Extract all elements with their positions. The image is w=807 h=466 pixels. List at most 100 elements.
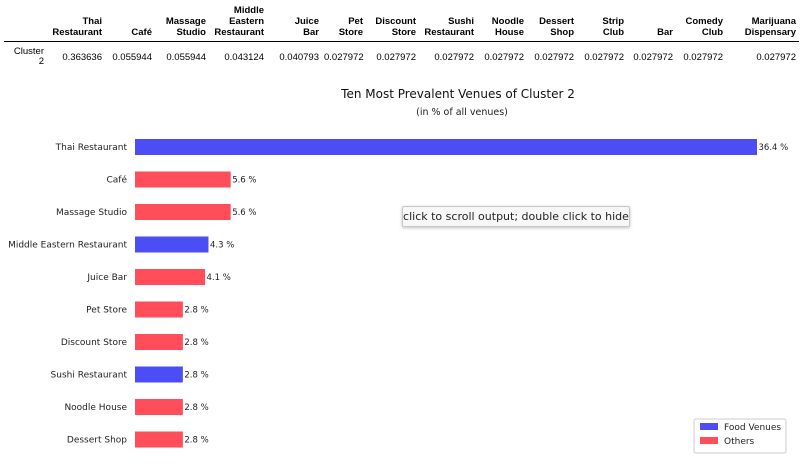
legend-swatch <box>700 423 718 430</box>
column-header-line: Restaurant <box>424 27 474 38</box>
bar-chart: Ten Most Prevalent Venues of Cluster 2 (… <box>0 80 807 466</box>
column-header: Massage Studio <box>155 0 209 42</box>
legend-swatch <box>700 437 718 444</box>
table-cell: 0.055944 <box>105 42 155 73</box>
y-tick-label: Dessert Shop <box>67 436 127 446</box>
table-header-row: Thai Restaurant Café Massage Studio Middle Eas… <box>4 0 799 42</box>
column-header-line: Store <box>339 27 363 38</box>
y-tick-label: Juice Bar <box>86 273 127 283</box>
column-header: Middle Eastern Restaurant <box>209 0 267 42</box>
column-header: Dessert Shop <box>527 0 577 42</box>
legend-label: Food Venues <box>724 423 781 433</box>
chart-title: Ten Most Prevalent Venues of Cluster 2 <box>340 87 575 101</box>
column-header-line: Club <box>702 27 723 38</box>
column-header-line: Eastern <box>229 16 264 27</box>
column-header-line: Store <box>392 27 416 38</box>
column-header: Comedy Club <box>676 0 726 42</box>
column-header: Marijuana Dispensary <box>726 0 799 42</box>
data-label: 2.8 % <box>184 338 208 348</box>
bar <box>135 269 205 285</box>
table-corner <box>4 0 47 42</box>
bar <box>135 139 757 155</box>
table-cell: 0.027972 <box>676 42 726 73</box>
bar <box>135 172 231 188</box>
table-cell: 0.027972 <box>419 42 477 73</box>
data-label: 4.3 % <box>210 241 234 251</box>
column-header: Noodle House <box>477 0 527 42</box>
column-header-line: Strip <box>602 16 624 27</box>
column-header: Bar <box>627 0 676 42</box>
column-header: Strip Club <box>577 0 627 42</box>
y-tick-label: Thai Restaurant <box>55 143 128 153</box>
y-tick-label: Middle Eastern Restaurant <box>8 241 127 251</box>
column-header-line: Thai <box>82 16 102 27</box>
column-header-line: Sushi <box>448 16 474 27</box>
data-label: 2.8 % <box>184 371 208 381</box>
table-cell: 0.027972 <box>627 42 676 73</box>
column-header-line: Studio <box>176 27 206 38</box>
legend-label: Others <box>724 437 755 447</box>
column-header-line: Dispensary <box>745 27 796 38</box>
column-header-line: Massage <box>166 16 206 27</box>
column-header-line: Comedy <box>686 16 723 27</box>
column-header: Pet Store <box>322 0 366 42</box>
column-header-line: Pet <box>348 16 363 27</box>
column-header-line: Shop <box>550 27 574 38</box>
column-header-line: Café <box>131 27 152 38</box>
column-header: Discount Store <box>366 0 419 42</box>
column-header-line: Bar <box>657 27 673 38</box>
bar <box>135 399 183 415</box>
column-header-line: Noodle <box>492 16 524 27</box>
table-cell: 0.027972 <box>322 42 366 73</box>
table-cell: 0.040793 <box>267 42 322 73</box>
y-tick-label: Noodle House <box>64 403 127 413</box>
data-label: 5.6 % <box>232 208 256 218</box>
table-cell: 0.027972 <box>366 42 419 73</box>
column-header-line: Juice <box>295 16 319 27</box>
column-header-line: Discount <box>375 16 416 27</box>
column-header-line: Bar <box>303 27 319 38</box>
bar-group: Thai Restaurant 36.4 % Café 5.6 % Massage St… <box>8 139 788 448</box>
table-cell: 0.363636 <box>47 42 105 73</box>
row-label-cluster-2: Cluster 2 <box>4 42 47 73</box>
y-tick-label: Café <box>106 175 127 186</box>
bar <box>135 334 183 350</box>
data-label: 2.8 % <box>184 306 208 316</box>
row-label-line: 2 <box>39 56 44 67</box>
table-cell: 0.027972 <box>726 42 799 73</box>
column-header-line: Club <box>603 27 624 38</box>
data-label: 36.4 % <box>759 143 789 153</box>
bar <box>135 432 183 448</box>
data-label: 4.1 % <box>207 273 231 283</box>
chart-legend: Food Venues Others <box>694 419 786 453</box>
table-row: Cluster 2 0.363636 0.055944 0.055944 0.0431… <box>4 42 799 73</box>
y-tick-label: Discount Store <box>61 338 128 348</box>
y-tick-label: Massage Studio <box>56 208 127 218</box>
column-header-line: House <box>495 27 524 38</box>
column-header-line: Restaurant <box>52 27 102 38</box>
table-cell: 0.027972 <box>577 42 627 73</box>
bar <box>135 204 231 220</box>
data-label: 2.8 % <box>184 436 208 446</box>
bar <box>135 302 183 318</box>
venue-frequency-table: Thai Restaurant Café Massage Studio Middle Eas… <box>4 0 799 72</box>
column-header-line: Marijuana <box>752 16 796 27</box>
scroll-output-tooltip[interactable]: click to scroll output; double click to … <box>402 206 630 227</box>
column-header-line: Dessert <box>539 16 574 27</box>
column-header: Café <box>105 0 155 42</box>
bar <box>135 367 183 383</box>
table-cell: 0.027972 <box>477 42 527 73</box>
data-label: 5.6 % <box>232 176 256 186</box>
data-label: 2.8 % <box>184 403 208 413</box>
column-header: Sushi Restaurant <box>419 0 477 42</box>
y-tick-label: Pet Store <box>86 306 127 316</box>
table-cell: 0.055944 <box>155 42 209 73</box>
y-tick-label: Sushi Restaurant <box>51 371 128 381</box>
bar <box>135 237 208 253</box>
column-header-line: Restaurant <box>214 27 264 38</box>
table-cell: 0.027972 <box>527 42 577 73</box>
column-header: Thai Restaurant <box>47 0 105 42</box>
table-cell: 0.043124 <box>209 42 267 73</box>
column-header-line: Middle <box>234 5 264 16</box>
chart-subtitle: (in % of all venues) <box>416 107 508 118</box>
